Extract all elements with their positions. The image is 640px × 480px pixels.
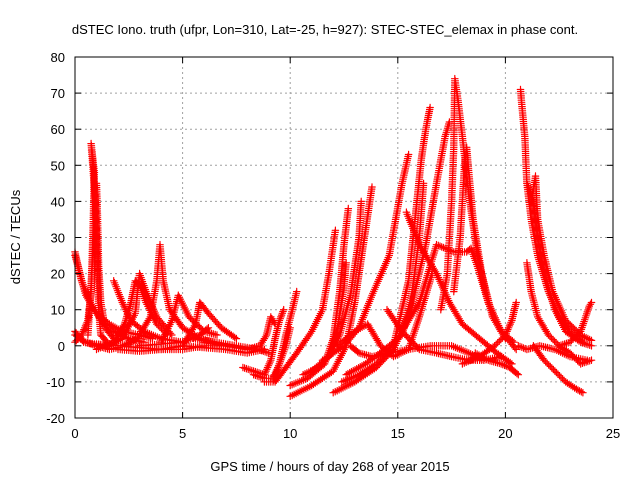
data-series (200, 313, 279, 354)
axis-ticks: 0 5 10 15 20 25 -20 -10 0 10 20 30 40 50 60 70 80 (46, 50, 620, 441)
series-markers (529, 342, 587, 397)
y-axis-label: dSTEC / TECUs (8, 189, 23, 284)
x-tick-label: 5 (179, 426, 186, 441)
series-markers (471, 349, 523, 379)
y-tick-label: -10 (46, 375, 65, 390)
data-series (402, 208, 516, 368)
data-series (516, 85, 587, 346)
data-series (450, 143, 510, 343)
x-tick-label: 25 (606, 426, 620, 441)
series-markers (402, 208, 516, 368)
y-tick-label: 10 (51, 303, 65, 318)
y-tick-label: 0 (58, 339, 65, 354)
data-series (84, 179, 118, 343)
y-tick-label: 20 (51, 267, 65, 282)
y-tick-label: 80 (51, 50, 65, 65)
data-series (527, 172, 596, 345)
plot-area (71, 74, 596, 401)
y-tick-label: -20 (46, 411, 65, 426)
x-tick-label: 0 (71, 426, 78, 441)
data-series (555, 298, 596, 350)
data-series (333, 269, 436, 361)
series-markers (527, 172, 596, 345)
series-markers (84, 179, 118, 343)
y-tick-label: 50 (51, 158, 65, 173)
y-tick-label: 60 (51, 122, 65, 137)
x-tick-label: 10 (283, 426, 297, 441)
series-markers (450, 143, 510, 343)
series-markers (271, 226, 340, 386)
data-series (471, 349, 523, 379)
series-markers (157, 291, 221, 346)
x-tick-label: 15 (391, 426, 405, 441)
series-markers (516, 85, 587, 346)
series-markers (555, 298, 596, 350)
x-axis-label: GPS time / hours of day 268 of year 2015 (210, 459, 449, 474)
y-tick-label: 40 (51, 194, 65, 209)
y-tick-label: 30 (51, 231, 65, 246)
y-tick-label: 70 (51, 86, 65, 101)
x-tick-label: 20 (498, 426, 512, 441)
chart-title: dSTEC Iono. truth (ufpr, Lon=310, Lat=-2… (72, 22, 578, 37)
data-series (157, 291, 221, 346)
data-series (271, 226, 340, 386)
data-series (529, 342, 587, 397)
series-markers (333, 269, 436, 361)
series-markers (200, 313, 279, 354)
